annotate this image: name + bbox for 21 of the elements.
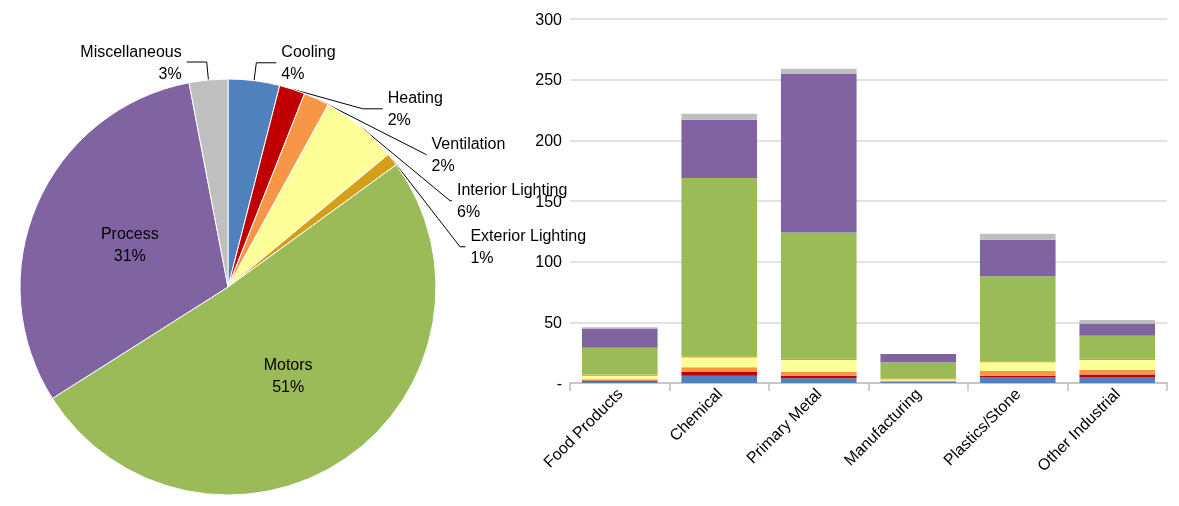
slice-label: Ventilation [431, 135, 506, 153]
data-label: 3% [158, 64, 182, 82]
slice-label: Process [100, 225, 159, 243]
y-tick-label: 200 [535, 131, 563, 149]
data-label: 1% [470, 249, 494, 267]
data-label: 2% [431, 157, 455, 175]
data-label: 2% [387, 111, 411, 129]
data-label: 4% [281, 65, 305, 83]
data-label: 31% [113, 247, 146, 265]
slice-label: Motors [263, 356, 313, 373]
y-tick-label: - [556, 374, 562, 392]
slice-label: Exterior Lighting [470, 227, 587, 245]
y-tick-label: 300 [535, 10, 563, 28]
slice-label: Heating [387, 89, 443, 107]
y-tick-label: 250 [535, 71, 563, 89]
data-label: 6% [457, 203, 481, 221]
slice-label: Cooling [281, 43, 336, 61]
y-tick-label: 50 [544, 313, 563, 331]
slice-label: Miscellaneous [80, 42, 182, 60]
data-label: 51% [272, 378, 305, 395]
y-tick-label: 100 [535, 253, 563, 271]
